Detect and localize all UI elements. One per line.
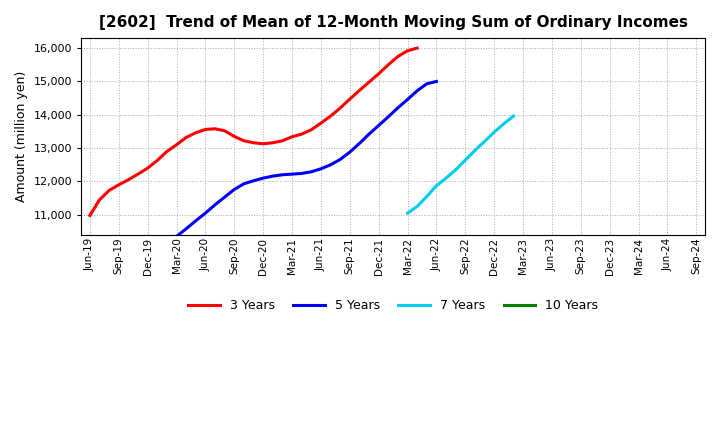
Title: [2602]  Trend of Mean of 12-Month Moving Sum of Ordinary Incomes: [2602] Trend of Mean of 12-Month Moving … <box>99 15 688 30</box>
Y-axis label: Amount (million yen): Amount (million yen) <box>15 71 28 202</box>
Legend: 3 Years, 5 Years, 7 Years, 10 Years: 3 Years, 5 Years, 7 Years, 10 Years <box>184 294 603 317</box>
